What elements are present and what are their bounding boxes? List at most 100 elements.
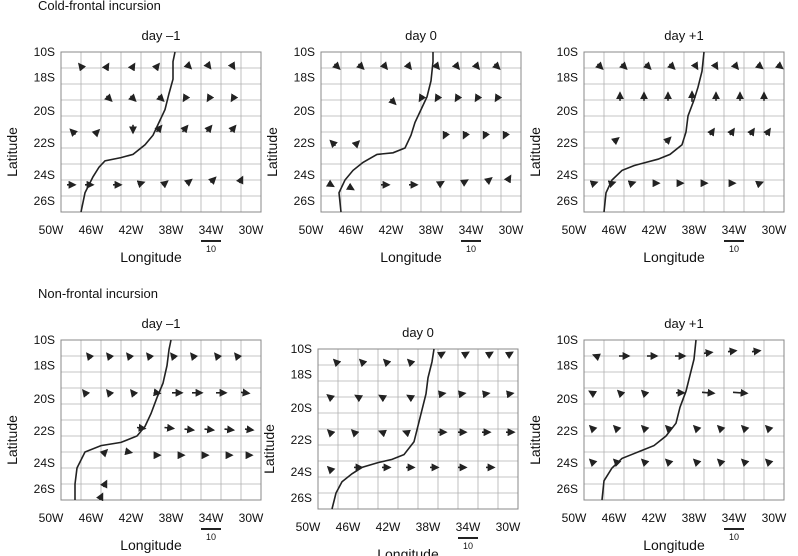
section-title: Non-frontal incursion — [38, 286, 158, 301]
x-axis-label: Longitude — [120, 537, 182, 553]
wind-vector — [82, 389, 91, 398]
map-frame — [60, 51, 262, 213]
wind-vector — [775, 61, 784, 70]
wind-vector — [136, 180, 146, 189]
wind-vector — [740, 458, 750, 467]
scale-bar-label: 10 — [206, 244, 216, 254]
map-panel: day 0 10S 18S 20S 22S 24S 26S 50W 46W 42W 38W 34W 30… — [261, 325, 521, 556]
wind-vector — [350, 429, 360, 438]
lat-tick-label: 10S — [294, 45, 315, 59]
lon-tick-label: 42W — [376, 520, 401, 534]
lat-tick-label: 24S — [291, 465, 312, 479]
x-axis-label: Longitude — [643, 249, 705, 265]
wind-vector — [230, 93, 239, 103]
lon-tick-label: 50W — [296, 520, 321, 534]
lat-tick-label: 24S — [294, 168, 315, 182]
map-panel: day +1 10S 18S 20S 22S 24S 26S 50W 46W 42W 38W 34W 3… — [527, 28, 787, 265]
y-axis-label: Latitude — [261, 424, 277, 474]
wind-vector — [612, 458, 622, 467]
scale-bar-label: 10 — [729, 532, 739, 542]
lon-tick-label: 50W — [39, 223, 64, 237]
wind-vector — [204, 425, 216, 434]
wind-vector — [764, 424, 774, 434]
lat-tick-label: 24S — [557, 168, 578, 182]
coastline — [80, 51, 176, 213]
wind-vector — [326, 394, 335, 403]
wind-vector — [484, 177, 493, 186]
wind-vector — [612, 424, 622, 434]
lat-tick-label: 10S — [291, 342, 312, 356]
lat-tick-label: 20S — [557, 104, 578, 118]
y-axis-label: Latitude — [4, 127, 20, 177]
wind-vector — [616, 389, 626, 399]
coastline — [331, 348, 435, 510]
wind-vector — [160, 180, 169, 189]
wind-vector — [183, 61, 193, 70]
wind-vector — [151, 62, 160, 72]
wind-vector — [170, 352, 179, 361]
x-axis-label: Longitude — [120, 249, 182, 265]
wind-vector — [504, 351, 514, 360]
wind-vector — [716, 424, 726, 434]
wind-vector — [206, 93, 215, 103]
wind-vector — [640, 389, 650, 399]
wind-vector — [727, 127, 735, 137]
wind-vector — [128, 93, 137, 103]
wind-vector — [462, 130, 470, 140]
panel-day-title: day +1 — [664, 28, 703, 43]
wind-vector — [106, 389, 115, 398]
wind-vector — [329, 139, 338, 149]
wind-vector — [244, 425, 255, 434]
lat-tick-label: 20S — [294, 104, 315, 118]
wind-vector — [755, 180, 764, 189]
lon-tick-label: 34W — [722, 511, 747, 525]
lat-tick-label: 18S — [294, 71, 315, 85]
lon-tick-label: 30W — [499, 223, 524, 237]
lat-tick-label: 20S — [557, 392, 578, 406]
wind-vector — [664, 424, 674, 434]
wind-vector — [406, 358, 416, 368]
lon-tick-label: 46W — [79, 511, 104, 525]
wind-vector — [607, 180, 617, 189]
wind-vector — [78, 62, 87, 72]
wind-vector — [403, 61, 412, 71]
map-frame — [60, 339, 262, 501]
wind-vector — [418, 93, 427, 103]
scale-bar-label: 10 — [729, 244, 739, 254]
lon-tick-label: 38W — [159, 223, 184, 237]
wind-vector — [460, 351, 470, 360]
wind-vector — [588, 458, 598, 467]
lat-tick-label: 26S — [294, 194, 315, 208]
lat-tick-label: 26S — [291, 491, 312, 505]
panel-day-title: day 0 — [405, 28, 437, 43]
wind-vector — [325, 179, 335, 188]
wind-vector — [356, 61, 365, 71]
lat-tick-label: 22S — [34, 136, 55, 150]
lon-tick-label: 46W — [602, 511, 627, 525]
wind-vector — [354, 394, 364, 403]
wind-vector — [326, 465, 336, 475]
lat-tick-label: 10S — [557, 333, 578, 347]
lat-tick-label: 26S — [34, 482, 55, 496]
wind-vector — [751, 347, 762, 356]
lat-tick-label: 26S — [557, 194, 578, 208]
y-axis-label: Latitude — [527, 415, 543, 465]
section-title: Cold-frontal incursion — [38, 0, 161, 13]
lon-tick-label: 38W — [416, 520, 441, 534]
lon-tick-label: 38W — [682, 223, 707, 237]
wind-vector — [234, 352, 243, 361]
wind-vector — [619, 61, 628, 71]
lon-tick-label: 34W — [459, 223, 484, 237]
lon-tick-label: 30W — [762, 223, 787, 237]
wind-vector — [692, 458, 702, 467]
wind-vector — [640, 458, 650, 467]
lat-tick-label: 24S — [557, 456, 578, 470]
lat-tick-label: 18S — [34, 71, 55, 85]
wind-vector — [204, 124, 213, 134]
lon-tick-label: 30W — [496, 520, 521, 534]
scale-bar-label: 10 — [463, 541, 473, 551]
wind-vector — [124, 447, 134, 456]
lat-tick-label: 22S — [34, 424, 55, 438]
wind-vector — [224, 425, 236, 434]
